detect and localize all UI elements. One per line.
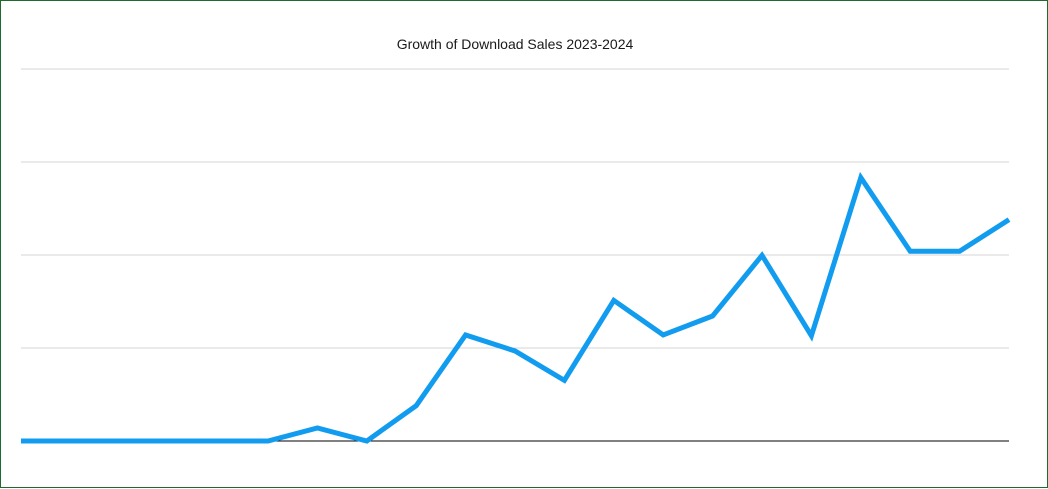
- series-line: [21, 171, 1011, 444]
- chart-title: Growth of Download Sales 2023-2024: [397, 36, 634, 52]
- gridlines: [21, 68, 1009, 349]
